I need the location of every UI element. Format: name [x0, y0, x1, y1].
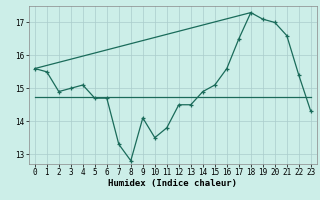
X-axis label: Humidex (Indice chaleur): Humidex (Indice chaleur) — [108, 179, 237, 188]
